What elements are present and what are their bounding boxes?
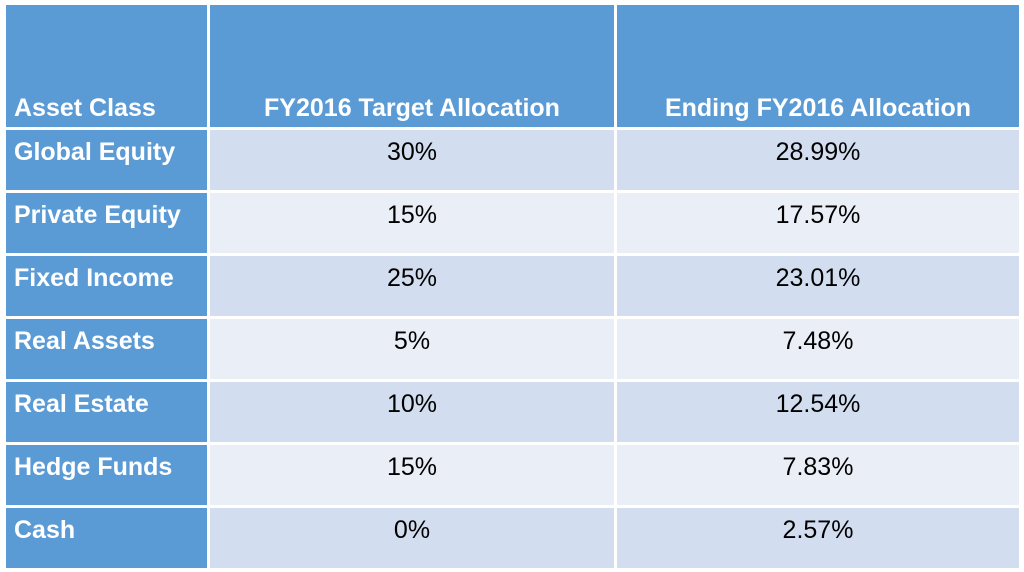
ending-allocation-cell: 23.01% [614, 253, 1022, 319]
table-row: Hedge Funds 15% 7.83% [3, 442, 1022, 508]
asset-class-cell: Global Equity [3, 127, 210, 193]
table-row: Private Equity 15% 17.57% [3, 190, 1022, 256]
table-row: Global Equity 30% 28.99% [3, 127, 1022, 193]
allocation-table: Asset Class FY2016 Target Allocation End… [3, 2, 1022, 571]
ending-allocation-cell: 17.57% [614, 190, 1022, 256]
target-allocation-cell: 15% [207, 442, 617, 508]
header-target-allocation: FY2016 Target Allocation [207, 2, 617, 130]
asset-class-cell: Private Equity [3, 190, 210, 256]
target-allocation-cell: 0% [207, 505, 617, 571]
ending-allocation-cell: 12.54% [614, 379, 1022, 445]
asset-class-cell: Real Estate [3, 379, 210, 445]
asset-class-cell: Fixed Income [3, 253, 210, 319]
header-row: Asset Class FY2016 Target Allocation End… [3, 2, 1022, 130]
asset-class-cell: Hedge Funds [3, 442, 210, 508]
ending-allocation-cell: 7.83% [614, 442, 1022, 508]
ending-allocation-cell: 7.48% [614, 316, 1022, 382]
header-asset-class: Asset Class [3, 2, 210, 130]
ending-allocation-cell: 28.99% [614, 127, 1022, 193]
ending-allocation-cell: 2.57% [614, 505, 1022, 571]
target-allocation-cell: 15% [207, 190, 617, 256]
asset-class-cell: Real Assets [3, 316, 210, 382]
table-row: Real Assets 5% 7.48% [3, 316, 1022, 382]
table-row: Cash 0% 2.57% [3, 505, 1022, 571]
table-row: Real Estate 10% 12.54% [3, 379, 1022, 445]
target-allocation-cell: 30% [207, 127, 617, 193]
target-allocation-cell: 5% [207, 316, 617, 382]
table-row: Fixed Income 25% 23.01% [3, 253, 1022, 319]
target-allocation-cell: 10% [207, 379, 617, 445]
header-ending-allocation: Ending FY2016 Allocation [614, 2, 1022, 130]
target-allocation-cell: 25% [207, 253, 617, 319]
asset-class-cell: Cash [3, 505, 210, 571]
